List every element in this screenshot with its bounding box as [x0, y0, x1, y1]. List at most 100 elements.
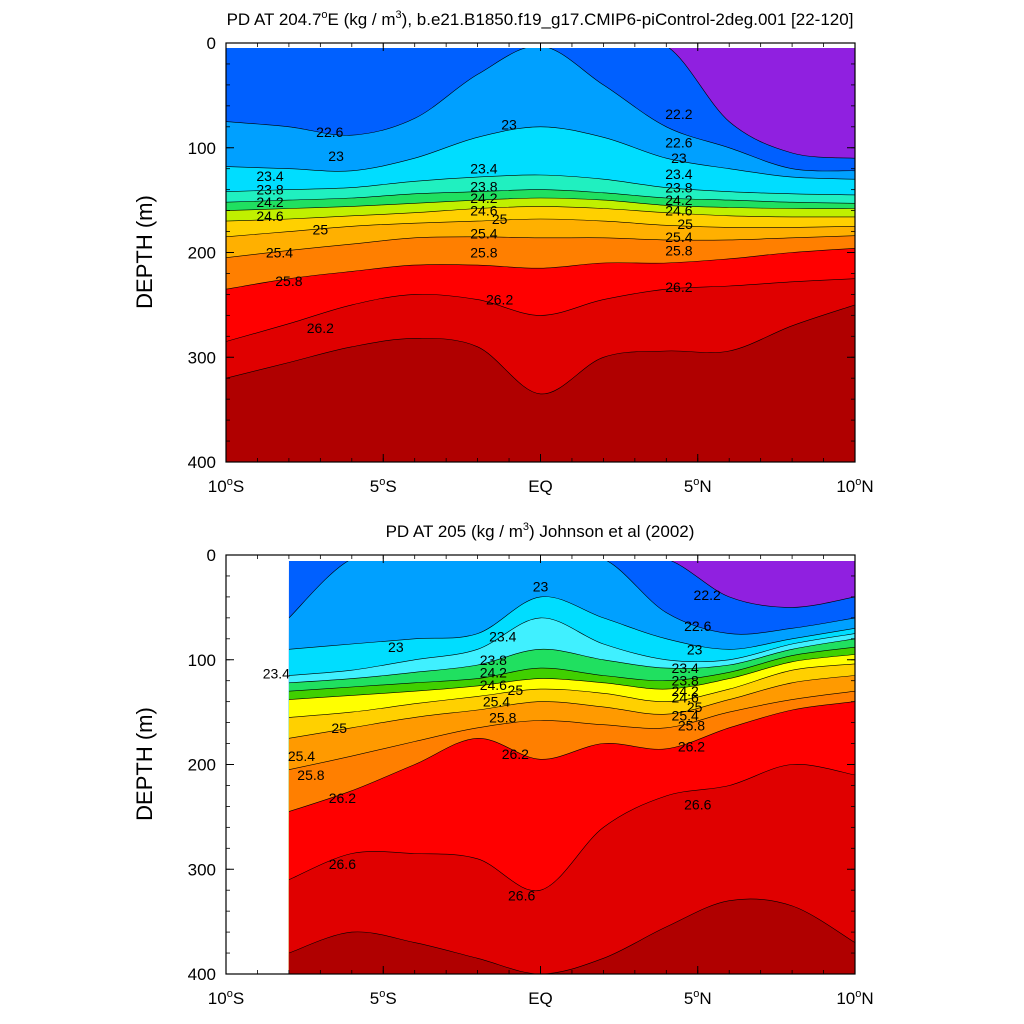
- contour-label: 26.6: [508, 887, 535, 903]
- contour-label: 23: [687, 641, 703, 657]
- contour-line-23.8: [226, 189, 855, 204]
- contour-line-25: [226, 218, 855, 238]
- y-tick-label: 200: [188, 756, 216, 775]
- y-tick-label: 100: [188, 651, 216, 670]
- contour-label: 24.6: [256, 208, 283, 224]
- x-tick-label: 5oS: [370, 476, 397, 496]
- contour-line-25.4: [288, 675, 855, 739]
- contour-label: 25.8: [678, 718, 705, 734]
- contour-line-23: [288, 596, 855, 650]
- contour-label: 22.2: [694, 587, 721, 603]
- x-tick-label: 5oS: [370, 988, 397, 1008]
- y-tick-label: 0: [207, 546, 216, 565]
- panel-top-contour-fills: [226, 48, 855, 462]
- contour-line-22.2: [668, 48, 855, 159]
- contour-label: 22.2: [665, 106, 692, 122]
- contour-line-26.4: [226, 304, 855, 395]
- contour-label: 26.2: [307, 320, 334, 336]
- contour-label: 24.6: [672, 689, 699, 705]
- contour-label: 26.2: [329, 790, 356, 806]
- contour-fill-26.8: [288, 898, 855, 974]
- contour-label: 22.6: [684, 618, 711, 634]
- contour-label: 26.2: [502, 746, 529, 762]
- contour-label: 24.6: [665, 203, 692, 219]
- contour-label: 26.2: [486, 292, 513, 308]
- contour-fill-26.4: [226, 304, 855, 462]
- y-tick-label: 200: [188, 244, 216, 263]
- panel-top-contour-labels: 22.62323.423.824.224.62525.425.826.22323…: [256, 106, 693, 336]
- x-tick-label: 10oN: [836, 476, 873, 496]
- contour-label: 23.8: [665, 180, 692, 196]
- contour-line-26.8: [288, 898, 855, 974]
- contour-label: 23: [671, 150, 687, 166]
- contour-label: 25.4: [470, 226, 497, 242]
- contour-line-24.6: [288, 654, 855, 700]
- contour-label: 23.8: [480, 652, 507, 668]
- contour-label: 26.6: [329, 856, 356, 872]
- x-tick-label: 10oS: [208, 988, 244, 1008]
- contour-label: 25: [492, 211, 508, 227]
- contour-label: 25: [508, 682, 524, 698]
- contour-label: 25: [331, 720, 347, 736]
- contour-label: 26.2: [678, 739, 705, 755]
- contour-label: 25: [687, 699, 703, 715]
- contour-label: 22.6: [665, 135, 692, 151]
- panel-bottom: PD AT 205 (kg / m3) Johnson et al (2002)…: [132, 521, 874, 1008]
- contour-label: 26.6: [684, 796, 711, 812]
- contour-label: 23.4: [256, 168, 283, 184]
- x-tick-label: EQ: [528, 989, 553, 1008]
- contour-label: 25.4: [288, 748, 315, 764]
- contour-line-25.8: [226, 248, 855, 290]
- y-tick-label: 100: [188, 139, 216, 158]
- contour-label: 23: [501, 117, 517, 133]
- contour-label: 24.2: [480, 664, 507, 680]
- contour-label: 25: [313, 221, 329, 237]
- contour-line-25.4: [226, 235, 855, 258]
- contour-label: 24.2: [256, 194, 283, 210]
- contour-label: 23: [533, 578, 549, 594]
- x-tick-label: 5oN: [684, 988, 712, 1008]
- contour-line-22.6: [288, 561, 855, 635]
- contour-label: 25: [677, 216, 693, 232]
- contour-label: 24.6: [480, 677, 507, 693]
- contour-label: 23.4: [470, 161, 497, 177]
- contour-label: 23.4: [489, 629, 516, 645]
- contour-line-22.6: [226, 48, 855, 172]
- contour-label: 24.2: [470, 190, 497, 206]
- contour-line-26.2: [226, 278, 855, 342]
- panel-bottom-contour-labels: 23.4232525.425.826.226.62323.423.824.224…: [263, 578, 721, 903]
- panel-bottom-contour-fills: [288, 561, 855, 974]
- contour-label: 23.4: [263, 665, 290, 681]
- contour-label: 24.2: [665, 192, 692, 208]
- contour-line-23.4: [288, 617, 855, 676]
- x-tick-label: 10oS: [208, 476, 244, 496]
- contour-line-23: [226, 126, 855, 180]
- contour-label: 25.8: [275, 273, 302, 289]
- contour-label: 25.8: [297, 767, 324, 783]
- contour-label: 25.4: [266, 245, 293, 261]
- panel-top-contour-lines: [226, 48, 855, 395]
- panel-top-y-axis-label: DEPTH (m): [132, 195, 157, 309]
- contour-label: 23: [328, 148, 344, 164]
- panel-top: PD AT 204.7oE (kg / m3), b.e21.B1850.f19…: [132, 9, 874, 496]
- y-tick-label: 400: [188, 453, 216, 472]
- x-tick-label: EQ: [528, 477, 553, 496]
- x-tick-label: 5oN: [684, 476, 712, 496]
- contour-label: 25.8: [470, 245, 497, 261]
- contour-label: 23.4: [672, 660, 699, 676]
- y-tick-label: 0: [207, 34, 216, 53]
- contour-label: 25.8: [489, 709, 516, 725]
- contour-label: 23.8: [672, 673, 699, 689]
- contour-line-25: [288, 663, 855, 718]
- contour-line-26.6: [288, 764, 855, 891]
- contour-label: 23.4: [665, 166, 692, 182]
- contour-line-22.2: [670, 561, 855, 608]
- panel-bottom-y-axis-label: DEPTH (m): [132, 707, 157, 821]
- contour-label: 25.8: [665, 242, 692, 258]
- contour-line-24.6: [226, 206, 855, 222]
- contour-line-26.2: [288, 701, 855, 812]
- contour-label: 24.6: [470, 203, 497, 219]
- contour-label: 25.4: [672, 707, 699, 723]
- panel-bottom-contour-lines: [288, 561, 855, 974]
